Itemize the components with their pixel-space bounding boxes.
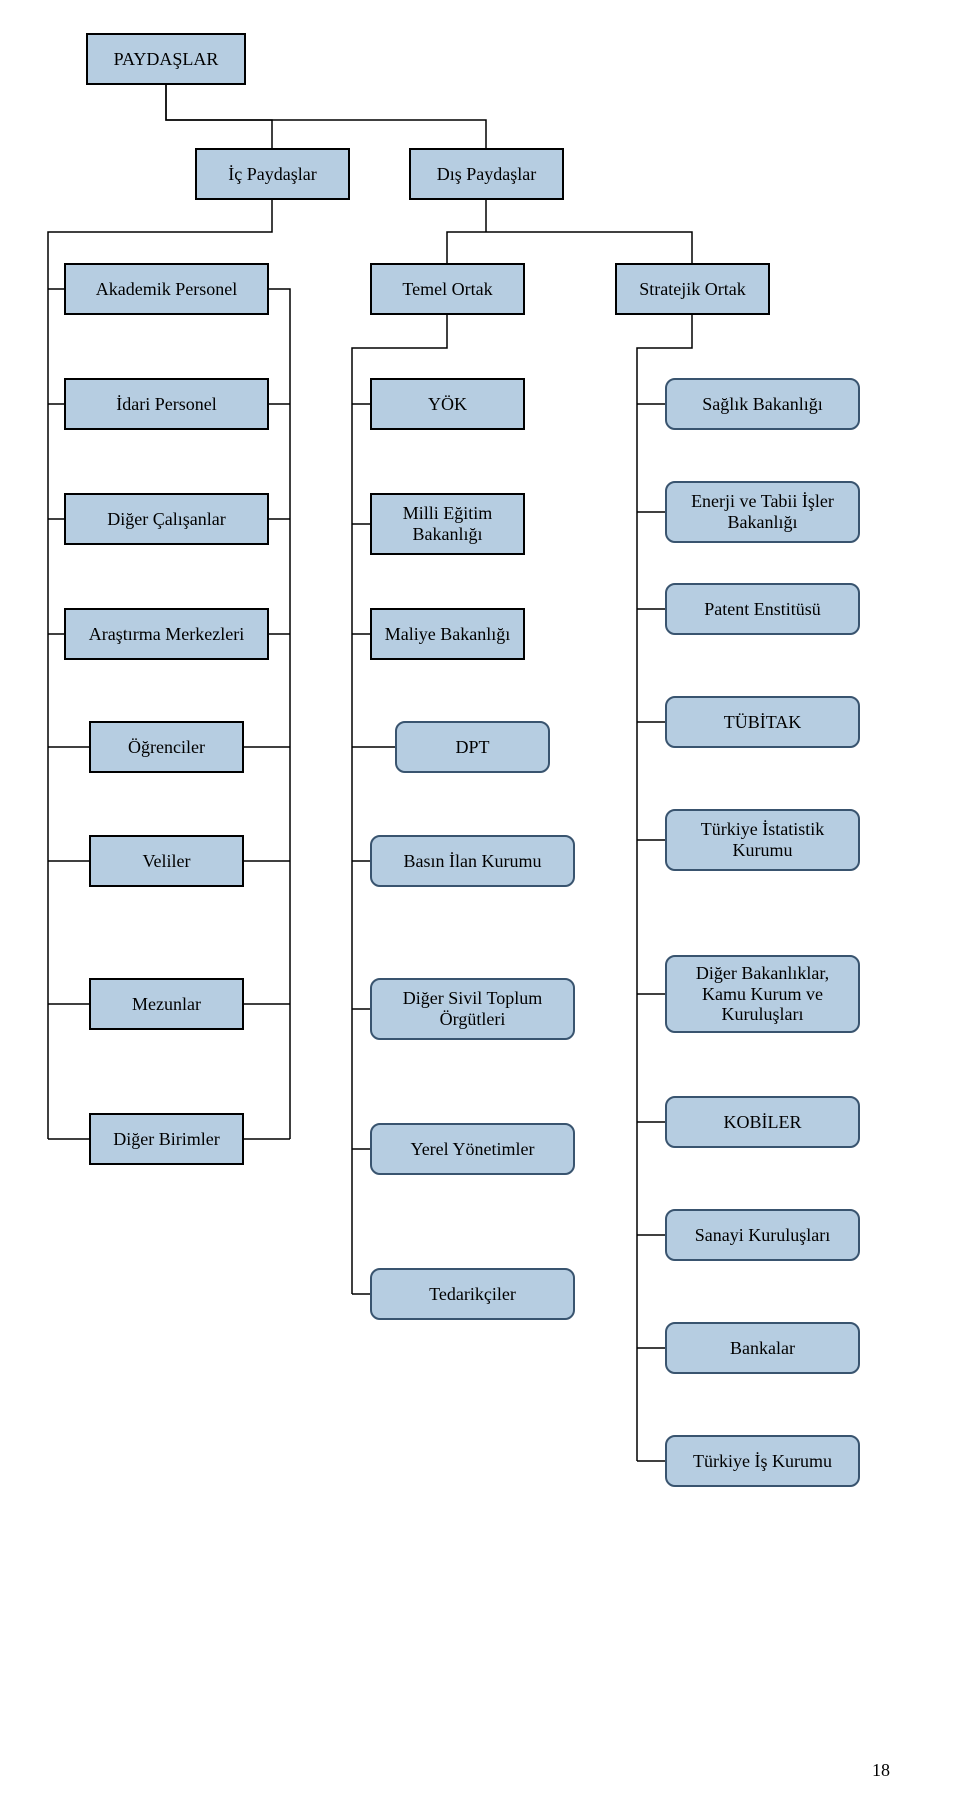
- node-dis: Dış Paydaşlar: [409, 148, 564, 200]
- node-r_tuik: Türkiye İstatistik Kurumu: [665, 809, 860, 871]
- node-label: Araştırma Merkezleri: [89, 624, 244, 645]
- node-label: Tedarikçiler: [429, 1284, 516, 1305]
- node-m_temel: Temel Ortak: [370, 263, 525, 315]
- node-label: Maliye Bakanlığı: [385, 624, 510, 645]
- node-ic: İç Paydaşlar: [195, 148, 350, 200]
- node-r_tubitak: TÜBİTAK: [665, 696, 860, 748]
- node-l_idari: İdari Personel: [64, 378, 269, 430]
- node-label: Stratejik Ortak: [639, 279, 745, 300]
- node-m_meb: Milli Eğitim Bakanlığı: [370, 493, 525, 555]
- node-r_patent: Patent Enstitüsü: [665, 583, 860, 635]
- node-label: Akademik Personel: [96, 279, 237, 300]
- node-root: PAYDAŞLAR: [86, 33, 246, 85]
- node-r_saglik: Sağlık Bakanlığı: [665, 378, 860, 430]
- node-label: Öğrenciler: [128, 737, 205, 758]
- node-label: DPT: [455, 737, 489, 758]
- node-m_yerel: Yerel Yönetimler: [370, 1123, 575, 1175]
- node-m_yok: YÖK: [370, 378, 525, 430]
- node-label: Basın İlan Kurumu: [404, 851, 542, 872]
- node-label: İç Paydaşlar: [228, 164, 316, 185]
- node-label: Diğer Bakanlıklar, Kamu Kurum ve Kuruluş…: [673, 963, 852, 1025]
- node-r_stratejik: Stratejik Ortak: [615, 263, 770, 315]
- node-r_kobi: KOBİLER: [665, 1096, 860, 1148]
- node-label: Diğer Sivil Toplum Örgütleri: [378, 988, 567, 1029]
- node-label: KOBİLER: [724, 1112, 802, 1133]
- node-m_sivil: Diğer Sivil Toplum Örgütleri: [370, 978, 575, 1040]
- node-r_iskur: Türkiye İş Kurumu: [665, 1435, 860, 1487]
- node-l_mezun: Mezunlar: [89, 978, 244, 1030]
- node-r_sanayi: Sanayi Kuruluşları: [665, 1209, 860, 1261]
- node-label: Dış Paydaşlar: [437, 164, 536, 185]
- node-l_diger_cal: Diğer Çalışanlar: [64, 493, 269, 545]
- node-label: Milli Eğitim Bakanlığı: [378, 503, 517, 544]
- node-label: Bankalar: [730, 1338, 795, 1359]
- node-m_dpt: DPT: [395, 721, 550, 773]
- node-label: Türkiye İstatistik Kurumu: [673, 819, 852, 860]
- node-label: Temel Ortak: [402, 279, 492, 300]
- node-l_arastirma: Araştırma Merkezleri: [64, 608, 269, 660]
- node-l_ogrenci: Öğrenciler: [89, 721, 244, 773]
- node-r_banka: Bankalar: [665, 1322, 860, 1374]
- node-label: YÖK: [428, 394, 467, 415]
- node-label: Diğer Birimler: [113, 1129, 219, 1150]
- node-label: PAYDAŞLAR: [114, 49, 219, 70]
- node-label: Yerel Yönetimler: [411, 1139, 535, 1160]
- node-label: TÜBİTAK: [724, 712, 802, 733]
- node-label: Veliler: [143, 851, 191, 872]
- node-label: Mezunlar: [132, 994, 201, 1015]
- node-label: Türkiye İş Kurumu: [693, 1451, 832, 1472]
- node-l_diger_bir: Diğer Birimler: [89, 1113, 244, 1165]
- node-l_akademik: Akademik Personel: [64, 263, 269, 315]
- node-m_tedarik: Tedarikçiler: [370, 1268, 575, 1320]
- node-label: İdari Personel: [116, 394, 216, 415]
- node-label: Sanayi Kuruluşları: [695, 1225, 830, 1246]
- node-l_veli: Veliler: [89, 835, 244, 887]
- node-m_basin: Basın İlan Kurumu: [370, 835, 575, 887]
- node-label: Enerji ve Tabii İşler Bakanlığı: [673, 491, 852, 532]
- node-r_enerji: Enerji ve Tabii İşler Bakanlığı: [665, 481, 860, 543]
- page-number: 18: [872, 1760, 890, 1781]
- node-label: Sağlık Bakanlığı: [702, 394, 823, 415]
- node-r_kamu: Diğer Bakanlıklar, Kamu Kurum ve Kuruluş…: [665, 955, 860, 1033]
- node-label: Diğer Çalışanlar: [107, 509, 225, 530]
- node-m_maliye: Maliye Bakanlığı: [370, 608, 525, 660]
- node-label: Patent Enstitüsü: [704, 599, 821, 620]
